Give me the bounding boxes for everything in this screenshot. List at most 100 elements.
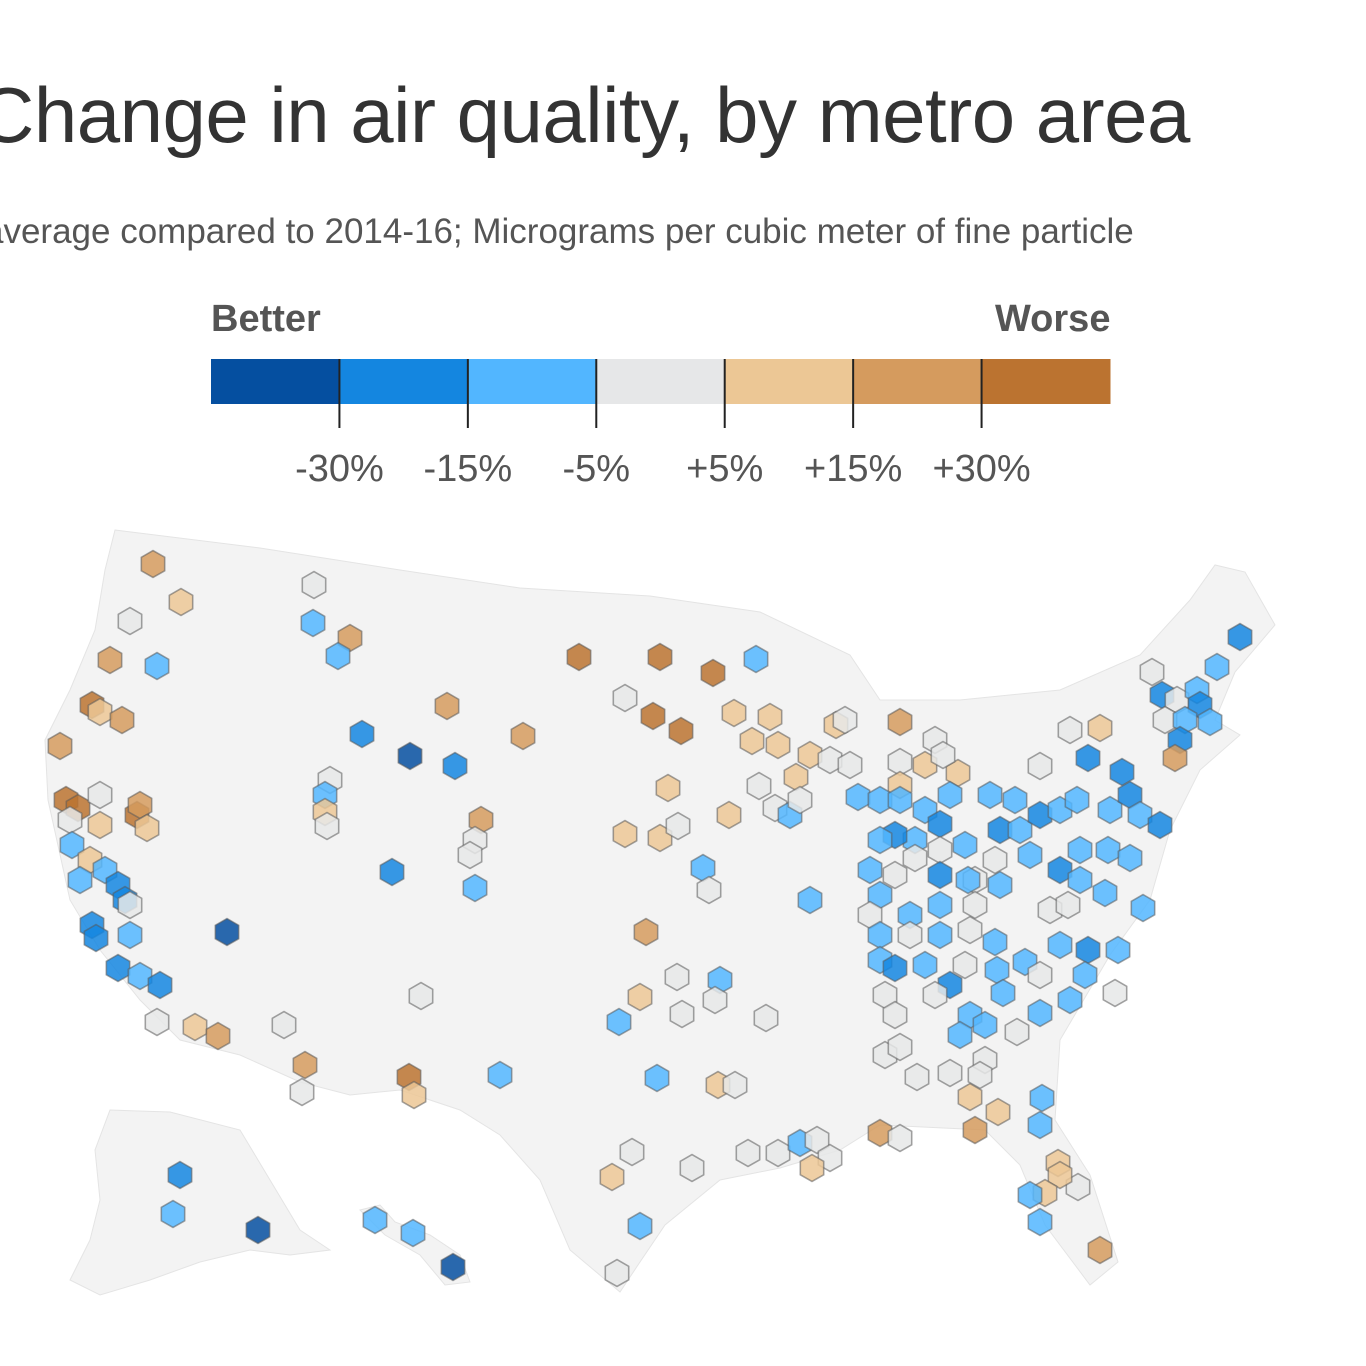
metro-hex — [83, 923, 109, 953]
metro-hex — [599, 1162, 625, 1192]
metro-hex — [867, 1118, 893, 1148]
us-map — [44, 529, 1276, 1296]
metro-hex — [1027, 1207, 1053, 1237]
metro-hex — [668, 716, 694, 746]
metro-hex — [87, 780, 113, 810]
metro-hex — [912, 950, 938, 980]
metro-hex — [799, 1153, 825, 1183]
metro-hex — [927, 860, 953, 890]
metro-hex — [1055, 890, 1081, 920]
metro-hex — [127, 961, 153, 991]
legend-swatch — [853, 359, 983, 404]
metro-hex — [1027, 751, 1053, 781]
metro-hex — [1227, 622, 1253, 652]
legend-swatch — [467, 359, 597, 404]
metro-hex — [700, 658, 726, 688]
legend-swatch — [981, 359, 1111, 404]
metro-hex — [214, 917, 240, 947]
metro-hex — [245, 1215, 271, 1245]
metro-hex — [160, 1199, 186, 1229]
metro-hex — [957, 1082, 983, 1112]
metro-hex — [400, 1218, 426, 1248]
metro-hex — [566, 642, 592, 672]
metro-hex — [930, 740, 956, 770]
metro-hex — [887, 1032, 913, 1062]
metro-hex — [401, 1080, 427, 1110]
metro-hex — [757, 702, 783, 732]
metro-hex — [987, 870, 1013, 900]
metro-hex — [300, 608, 326, 638]
legend-swatch — [211, 359, 340, 404]
metro-hex — [67, 865, 93, 895]
metro-hex — [721, 698, 747, 728]
metro-hex — [292, 1050, 318, 1080]
metro-hex — [109, 705, 135, 735]
metro-hex — [1004, 1017, 1030, 1047]
metro-hex — [765, 730, 791, 760]
metro-hex — [985, 1097, 1011, 1127]
legend-swatch — [596, 359, 726, 404]
land-shape — [69, 1109, 332, 1296]
metro-hex — [787, 785, 813, 815]
metro-hex — [882, 953, 908, 983]
metro-hex — [746, 771, 772, 801]
legend-tick-label: -30% — [295, 448, 384, 490]
metro-hex — [952, 950, 978, 980]
metro-hex — [1002, 785, 1028, 815]
metro-hex — [1197, 707, 1223, 737]
metro-hex — [167, 1160, 193, 1190]
metro-hex — [904, 1062, 930, 1092]
metro-hex — [957, 915, 983, 945]
metro-hex — [990, 978, 1016, 1008]
metro-hex — [927, 809, 953, 839]
metro-hex — [765, 1138, 791, 1168]
metro-hex — [117, 920, 143, 950]
metro-hex — [379, 857, 405, 887]
metro-hex — [144, 1007, 170, 1037]
metro-hex — [87, 810, 113, 840]
metro-hex — [882, 860, 908, 890]
metro-hex — [289, 1077, 315, 1107]
metro-hex — [612, 819, 638, 849]
metro-hex — [1017, 840, 1043, 870]
metro-hex — [882, 1000, 908, 1030]
metro-hex — [1057, 985, 1083, 1015]
metro-hex — [606, 1007, 632, 1037]
metro-hex — [797, 740, 823, 770]
metro-hex — [325, 641, 351, 671]
metro-hex — [182, 1012, 208, 1042]
metro-hex — [977, 780, 1003, 810]
color-legend: -30% -15% -5% +5% +15% +30% — [211, 359, 1111, 490]
metro-hex — [397, 741, 423, 771]
metro-hex — [47, 731, 73, 761]
metro-hex — [462, 873, 488, 903]
metro-hex — [440, 1252, 466, 1282]
metro-hex — [1087, 713, 1113, 743]
metro-hex — [1047, 930, 1073, 960]
metro-hex — [955, 865, 981, 895]
metro-hex — [147, 970, 173, 1000]
metro-hex — [1067, 835, 1093, 865]
metro-hex — [867, 920, 893, 950]
metro-hex — [1047, 1160, 1073, 1190]
metro-hex — [922, 980, 948, 1010]
chart-subtitle: average compared to 2014-16; Micrograms … — [0, 212, 1134, 251]
metro-hex — [1075, 935, 1101, 965]
metro-hex — [457, 840, 483, 870]
legend-tick-label: +30% — [932, 448, 1030, 490]
metro-hex — [887, 1123, 913, 1153]
metro-hex — [647, 642, 673, 672]
metro-hex — [1027, 1110, 1053, 1140]
metro-hex — [902, 843, 928, 873]
metro-hex — [952, 830, 978, 860]
legend-swatch — [339, 359, 469, 404]
metro-hex — [887, 785, 913, 815]
metro-hex — [655, 773, 681, 803]
metro-hex — [927, 920, 953, 950]
legend-better-label: Better — [211, 298, 321, 340]
metro-hex — [1162, 743, 1188, 773]
metro-hex — [640, 701, 666, 731]
metro-hex — [984, 955, 1010, 985]
metro-hex — [982, 845, 1008, 875]
metro-hex — [937, 780, 963, 810]
